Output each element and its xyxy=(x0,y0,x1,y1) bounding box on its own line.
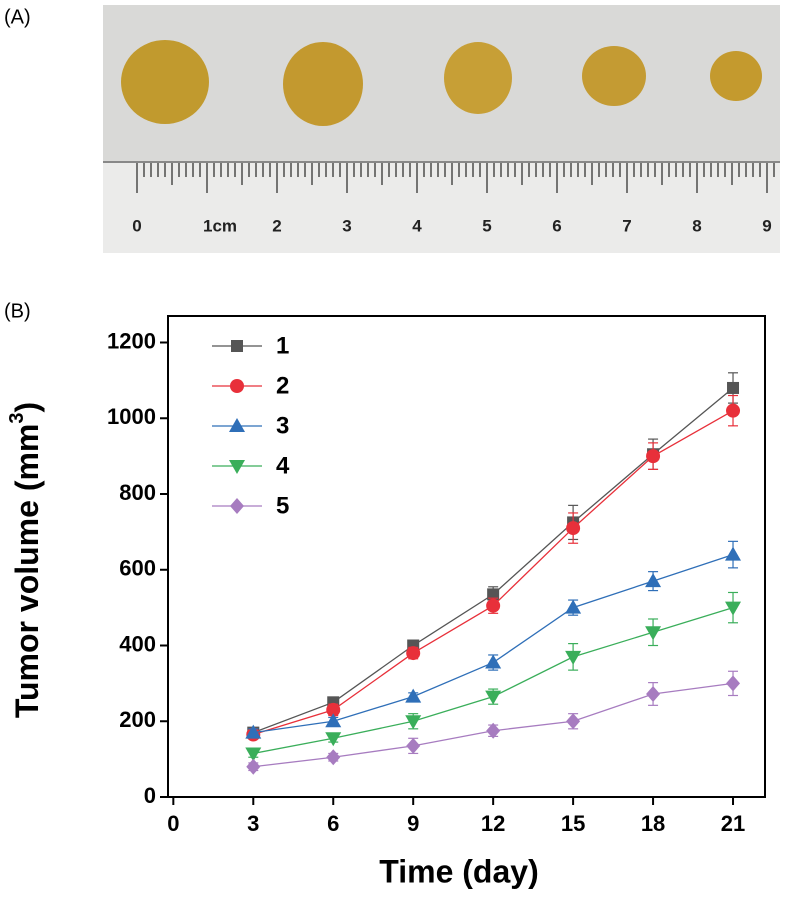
plot-frame xyxy=(167,315,766,798)
ruler-ticks xyxy=(136,163,775,193)
marker xyxy=(326,749,341,766)
legend-marker xyxy=(231,340,243,352)
ruler-label: 6 xyxy=(552,216,561,235)
y-tick-label: 400 xyxy=(119,631,156,656)
x-tick-label: 18 xyxy=(641,811,665,836)
marker xyxy=(727,381,740,394)
marker xyxy=(726,675,741,692)
y-axis-title-text: Tumor volume (mm xyxy=(9,424,45,719)
y-tick-label: 800 xyxy=(119,480,156,505)
marker xyxy=(486,722,501,739)
ruler-label: 9 xyxy=(762,216,771,235)
x-tick-label: 12 xyxy=(481,811,505,836)
marker xyxy=(565,599,582,614)
marker xyxy=(646,449,661,464)
ruler-label: 3 xyxy=(342,216,351,235)
legend-label: 5 xyxy=(276,492,289,519)
tumor xyxy=(121,40,209,124)
y-tick-label: 600 xyxy=(119,556,156,581)
tumor xyxy=(710,51,762,101)
marker xyxy=(645,626,662,641)
marker xyxy=(725,546,742,561)
marker xyxy=(326,702,341,717)
marker xyxy=(406,737,421,754)
legend-label: 1 xyxy=(276,332,289,359)
ruler-label: 2 xyxy=(272,216,281,235)
y-axis-title: Tumor volume (mm3) xyxy=(6,402,45,718)
legend-label: 4 xyxy=(276,452,290,479)
y-axis-title-close: ) xyxy=(9,402,45,413)
marker xyxy=(645,573,662,588)
legend-label: 2 xyxy=(276,372,289,399)
marker xyxy=(405,688,422,703)
x-tick-label: 3 xyxy=(247,811,259,836)
ruler-label: 5 xyxy=(482,216,491,235)
marker xyxy=(245,724,262,739)
ruler-label: 0 xyxy=(132,216,141,235)
y-tick-label: 1000 xyxy=(107,404,156,429)
marker xyxy=(566,713,581,730)
series-line xyxy=(253,387,734,734)
marker xyxy=(325,713,342,728)
panel-label: (B) xyxy=(4,300,31,322)
marker xyxy=(646,685,661,702)
x-axis-title: Time (day) xyxy=(379,853,538,889)
marker xyxy=(405,715,422,730)
x-tick-label: 6 xyxy=(327,811,339,836)
ruler-label: 8 xyxy=(692,216,701,235)
series-line xyxy=(253,410,734,736)
y-tick-label: 0 xyxy=(144,783,156,808)
marker xyxy=(566,521,581,536)
legend-marker xyxy=(230,379,244,393)
ruler-label: 1cm xyxy=(203,216,237,235)
tumor xyxy=(444,42,512,114)
tumor xyxy=(283,42,363,126)
x-tick-label: 9 xyxy=(407,811,419,836)
marker xyxy=(485,690,502,705)
marker xyxy=(325,732,342,747)
y-tick-label: 200 xyxy=(119,707,156,732)
tumor xyxy=(582,46,646,106)
marker xyxy=(406,646,421,661)
marker xyxy=(246,758,261,775)
legend-label: 3 xyxy=(276,412,289,439)
ruler-label: 4 xyxy=(412,216,422,235)
x-tick-label: 15 xyxy=(561,811,585,836)
marker xyxy=(565,650,582,665)
legend-marker xyxy=(230,498,244,514)
ruler-label: 7 xyxy=(622,216,631,235)
x-tick-label: 0 xyxy=(167,811,179,836)
photo xyxy=(103,5,780,253)
x-tick-label: 21 xyxy=(721,811,745,836)
ruler xyxy=(103,162,780,253)
marker xyxy=(726,403,741,418)
panel-label: (A) xyxy=(4,6,31,28)
marker xyxy=(725,601,742,616)
y-axis-title-sup: 3 xyxy=(6,412,28,423)
marker xyxy=(245,747,262,762)
y-tick-label: 1200 xyxy=(107,328,156,353)
legend-marker xyxy=(229,418,245,432)
marker xyxy=(485,654,502,669)
marker xyxy=(486,598,501,613)
marker xyxy=(487,588,500,601)
legend-marker xyxy=(229,460,245,474)
